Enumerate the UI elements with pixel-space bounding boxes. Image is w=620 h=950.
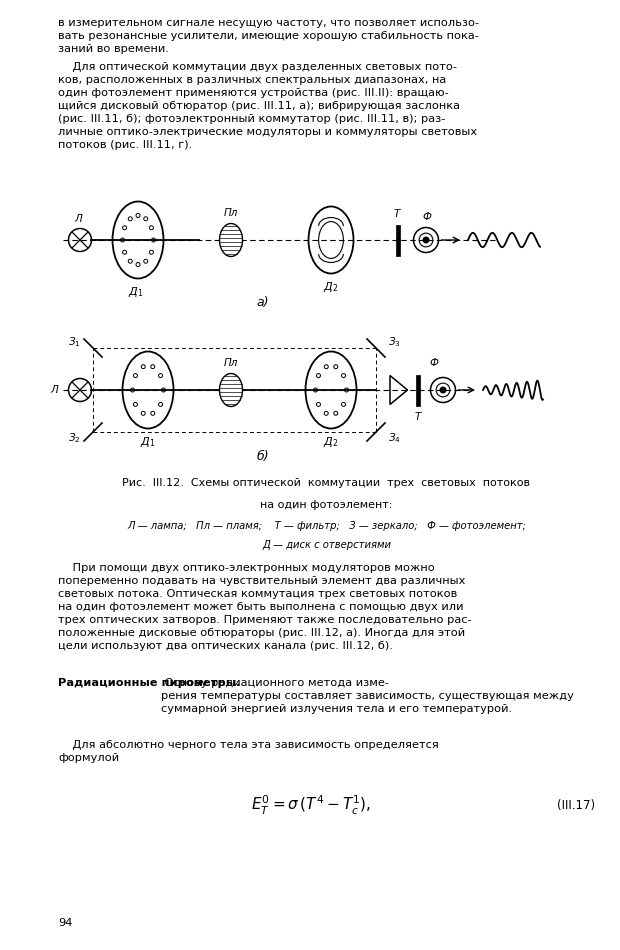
Text: При помощи двух оптико-электронных модуляторов можно
попеременно подавать на чув: При помощи двух оптико-электронных модул… <box>58 563 472 652</box>
Text: Пл: Пл <box>224 358 238 369</box>
Text: Д$_2$: Д$_2$ <box>323 280 339 294</box>
Text: 94: 94 <box>58 918 73 928</box>
Text: Д$_1$: Д$_1$ <box>140 435 156 448</box>
Text: Т: Т <box>394 209 400 219</box>
Text: б): б) <box>257 450 269 463</box>
Text: Рис.  III.12.  Схемы оптической  коммутации  трех  световых  потоков: Рис. III.12. Схемы оптической коммутации… <box>123 478 531 488</box>
Text: Радиационные пирометры.: Радиационные пирометры. <box>58 678 241 688</box>
Text: Для оптической коммутации двух разделенных световых пото-
ков, расположенных в р: Для оптической коммутации двух разделенн… <box>58 62 477 150</box>
Ellipse shape <box>219 373 242 407</box>
Text: а): а) <box>257 296 269 309</box>
Bar <box>416 374 420 406</box>
Text: в измерительном сигнале несущую частоту, что позволяет использо-
вать резонансны: в измерительном сигнале несущую частоту,… <box>58 18 479 54</box>
Text: Л: Л <box>50 385 58 395</box>
Circle shape <box>440 388 446 392</box>
Text: Л: Л <box>74 214 82 223</box>
Text: З$_1$: З$_1$ <box>68 335 81 349</box>
Text: на один фотоэлемент:: на один фотоэлемент: <box>260 500 392 510</box>
Text: З$_4$: З$_4$ <box>388 431 401 445</box>
Text: З$_3$: З$_3$ <box>388 335 401 349</box>
Circle shape <box>423 238 429 243</box>
Text: Ф: Ф <box>430 358 438 368</box>
Text: Т: Т <box>415 412 421 422</box>
Text: $E_T^0 = \sigma\,(T^4 - T_c^1),$: $E_T^0 = \sigma\,(T^4 - T_c^1),$ <box>251 793 371 817</box>
Text: Ф: Ф <box>423 213 432 222</box>
Text: Основу радиационного метода изме-
рения температуры составляет зависимость, суще: Основу радиационного метода изме- рения … <box>161 678 574 714</box>
Text: Д$_2$: Д$_2$ <box>323 435 339 448</box>
Text: Л — лампа;   Пл — пламя;    Т — фильтр;   З — зеркало;   Ф — фотоэлемент;: Л — лампа; Пл — пламя; Т — фильтр; З — з… <box>127 521 526 531</box>
Ellipse shape <box>219 223 242 256</box>
Text: Для абсолютно черного тела эта зависимость определяется
формулой: Для абсолютно черного тела эта зависимос… <box>58 740 439 763</box>
Text: З$_2$: З$_2$ <box>68 431 81 445</box>
Text: Д — диск с отверстиями: Д — диск с отверстиями <box>262 540 391 550</box>
Text: (III.17): (III.17) <box>557 799 595 811</box>
Text: Д$_1$: Д$_1$ <box>128 286 144 298</box>
Text: Пл: Пл <box>224 208 238 219</box>
Bar <box>396 224 400 256</box>
